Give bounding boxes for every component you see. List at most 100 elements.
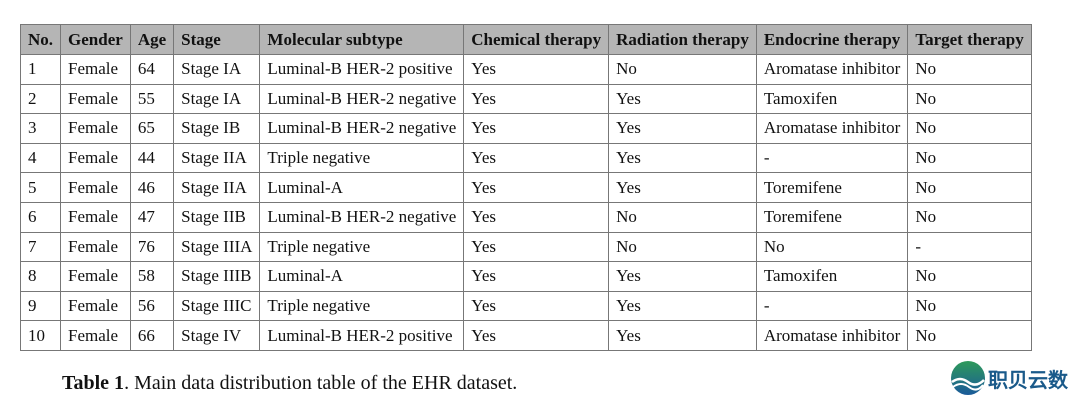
- table-cell: Female: [60, 113, 131, 144]
- table-row: 10 Female 66 Stage IV Luminal-B HER-2 positi…: [19, 320, 1032, 351]
- data-table: No. Gender Age Stage Molecular subtype Chemic…: [19, 24, 1032, 351]
- table-cell: Luminal-B HER-2 positive: [259, 54, 465, 85]
- table-cell: Luminal-B HER-2 negative: [259, 113, 465, 144]
- table-cell: Luminal-B HER-2 negative: [259, 201, 465, 233]
- table-cell: No: [907, 201, 1032, 233]
- table-cell: -: [755, 142, 909, 174]
- table-cell: 6: [19, 201, 62, 233]
- table-cell: Yes: [463, 320, 610, 351]
- column-header: Radiation therapy: [608, 24, 757, 55]
- table-cell: Stage IIB: [173, 201, 261, 233]
- table-cell: Luminal-B HER-2 positive: [259, 320, 465, 351]
- table-cell: Yes: [463, 231, 610, 263]
- table-cell: 47: [129, 201, 175, 233]
- table-cell: Luminal-A: [259, 261, 465, 292]
- table-cell: 9: [19, 290, 62, 322]
- table-cell: 3: [19, 113, 62, 144]
- table-cell: 8: [19, 261, 62, 292]
- column-header: Molecular subtype: [259, 24, 465, 55]
- table-cell: Female: [60, 54, 131, 85]
- table-cell: 64: [129, 54, 175, 85]
- table-cell: No: [907, 290, 1032, 322]
- table-cell: Female: [60, 320, 131, 351]
- table-cell: Female: [60, 172, 131, 203]
- table-cell: Female: [60, 142, 131, 174]
- table-cell: No: [755, 231, 909, 263]
- table-cell: Stage IB: [173, 113, 261, 144]
- table-cell: Female: [60, 261, 131, 292]
- table-cell: Luminal-B HER-2 negative: [259, 83, 465, 115]
- table-cell: Female: [60, 231, 131, 263]
- table-cell: Yes: [608, 290, 757, 322]
- table-row: 6 Female 47 Stage IIB Luminal-B HER-2 negati…: [19, 201, 1032, 233]
- column-header: Chemical therapy: [463, 24, 610, 55]
- table-row: 8 Female 58 Stage IIIB Luminal-A Yes Yes Tamoxi…: [19, 261, 1032, 292]
- table-cell: No: [907, 83, 1032, 115]
- table-cell: Toremifene: [755, 201, 909, 233]
- table-cell: 1: [19, 54, 62, 85]
- table-cell: -: [755, 290, 909, 322]
- table-cell: Triple negative: [259, 142, 465, 174]
- table-row: 3 Female 65 Stage IB Luminal-B HER-2 negativ…: [19, 113, 1032, 144]
- table-cell: Yes: [463, 290, 610, 322]
- table-cell: Yes: [608, 83, 757, 115]
- watermark-text: 职贝云数: [988, 367, 1068, 392]
- table-cell: 5: [19, 172, 62, 203]
- table-row: 2 Female 55 Stage IA Luminal-B HER-2 negativ…: [19, 83, 1032, 115]
- table-cell: Stage IIA: [173, 142, 261, 174]
- table-cell: 4: [19, 142, 62, 174]
- table-cell: Stage IIIC: [173, 290, 261, 322]
- table-cell: Female: [60, 83, 131, 115]
- table-cell: Yes: [608, 142, 757, 174]
- table-cell: 58: [129, 261, 175, 292]
- table-cell: Stage IIIB: [173, 261, 261, 292]
- table-row: 4 Female 44 Stage IIA Triple negative Yes Yes -…: [19, 142, 1032, 174]
- table-cell: 65: [129, 113, 175, 144]
- table-cell: Aromatase inhibitor: [755, 113, 909, 144]
- caption-text: . Main data distribution table of the EH…: [124, 372, 518, 394]
- table-cell: Yes: [463, 83, 610, 115]
- table-cell: Female: [60, 290, 131, 322]
- table-row: 1 Female 64 Stage IA Luminal-B HER-2 positiv…: [19, 54, 1032, 85]
- table-cell: Yes: [463, 142, 610, 174]
- table-cell: Yes: [608, 113, 757, 144]
- table-cell: 66: [129, 320, 175, 351]
- column-header: Target therapy: [907, 24, 1032, 55]
- table-cell: No: [608, 231, 757, 263]
- table-row: 5 Female 46 Stage IIA Luminal-A Yes Yes Toremif…: [19, 172, 1032, 203]
- column-header: Gender: [60, 24, 131, 55]
- table-cell: No: [608, 54, 757, 85]
- column-header: Endocrine therapy: [755, 24, 909, 55]
- caption-label: Table 1: [62, 372, 125, 394]
- table-cell: 7: [19, 231, 62, 263]
- table-cell: Yes: [463, 54, 610, 85]
- table-cell: Yes: [463, 172, 610, 203]
- table-cell: No: [907, 261, 1032, 292]
- table-cell: -: [907, 231, 1032, 263]
- table-cell: Tamoxifen: [755, 261, 909, 292]
- table-cell: Yes: [463, 113, 610, 144]
- table-cell: 76: [129, 231, 175, 263]
- table-cell: Tamoxifen: [755, 83, 909, 115]
- table-row: 7 Female 76 Stage IIIA Triple negative Yes No N…: [19, 231, 1032, 263]
- table-row: 9 Female 56 Stage IIIC Triple negative Yes Yes…: [19, 290, 1032, 322]
- table-cell: No: [608, 201, 757, 233]
- table-cell: Yes: [463, 201, 610, 233]
- table-cell: Stage IV: [173, 320, 261, 351]
- table-cell: Yes: [463, 261, 610, 292]
- column-header: Age: [129, 24, 175, 55]
- table-cell: Stage IA: [173, 54, 261, 85]
- table-cell: No: [907, 172, 1032, 203]
- table-cell: Stage IIIA: [173, 231, 261, 263]
- table-cell: No: [907, 113, 1032, 144]
- table-cell: 10: [19, 320, 62, 351]
- wave-logo-icon: [951, 361, 985, 395]
- table-cell: 2: [19, 83, 62, 115]
- table-cell: 44: [129, 142, 175, 174]
- table-cell: Toremifene: [755, 172, 909, 203]
- table-cell: Yes: [608, 172, 757, 203]
- table-cell: 56: [129, 290, 175, 322]
- table-caption: Table 1. Main data distribution table of…: [62, 372, 517, 395]
- table-cell: Luminal-A: [259, 172, 465, 203]
- table-cell: No: [907, 320, 1032, 351]
